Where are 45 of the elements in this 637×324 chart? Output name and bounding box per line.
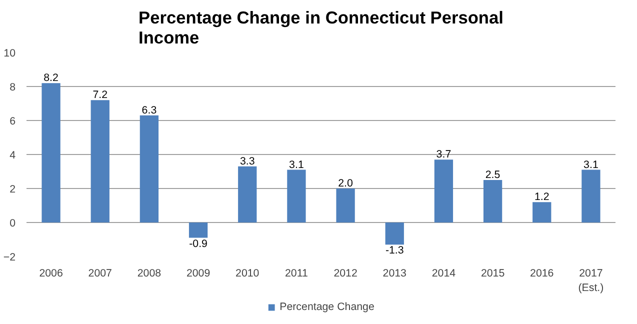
data-label: 2.5 — [485, 169, 500, 181]
x-tick-label: 2009 — [186, 268, 210, 280]
bar — [582, 170, 600, 222]
y-tick-label: 2 — [10, 184, 16, 196]
bar — [238, 166, 257, 222]
bar — [483, 180, 502, 222]
data-label: 3.1 — [584, 158, 598, 171]
x-tick-label: 2014 — [432, 268, 456, 280]
data-label: -0.9 — [189, 238, 208, 250]
x-tick-label: 2006 — [39, 268, 63, 280]
data-label: -1.3 — [385, 244, 404, 257]
y-tick-label: 10 — [4, 48, 16, 60]
bar — [90, 100, 110, 222]
y-tick-label: 8 — [10, 82, 16, 94]
data-label: 3.3 — [240, 155, 255, 168]
data-label: 3.7 — [436, 148, 452, 161]
bar — [287, 170, 306, 222]
chart-title: Percentage Change in Connecticut Personal Income — [138, 8, 504, 48]
x-tick-label: 2008 — [137, 268, 162, 280]
x-tick-label: 2013 — [382, 268, 407, 280]
x-tick-label: 2017 (Est.) — [578, 268, 604, 294]
y-tick-label: 4 — [10, 150, 16, 162]
bar — [140, 115, 159, 222]
data-label: 8.2 — [44, 72, 59, 84]
bar — [385, 222, 404, 245]
bar — [434, 160, 454, 222]
bar — [42, 83, 60, 222]
x-tick-label: 2016 — [530, 268, 554, 280]
data-label: 6.3 — [142, 104, 157, 116]
x-tick-label: 2007 — [88, 268, 112, 280]
bar — [188, 222, 208, 238]
x-tick-label: 2011 — [285, 268, 308, 280]
legend-label: Percentage Change — [280, 301, 374, 313]
x-tick-label: 2012 — [334, 268, 358, 280]
bar — [336, 188, 355, 222]
x-tick-label: 2015 — [480, 268, 505, 280]
bar — [532, 202, 552, 222]
y-tick-label: 6 — [10, 116, 16, 128]
x-tick-label: 2010 — [236, 268, 260, 280]
data-label: 7.2 — [92, 89, 108, 102]
y-tick-label: −2 — [3, 252, 16, 264]
data-label: 1.2 — [534, 191, 550, 204]
data-label: 3.1 — [289, 158, 304, 171]
data-label: 2.0 — [338, 178, 354, 190]
y-tick-label: 0 — [10, 218, 16, 230]
